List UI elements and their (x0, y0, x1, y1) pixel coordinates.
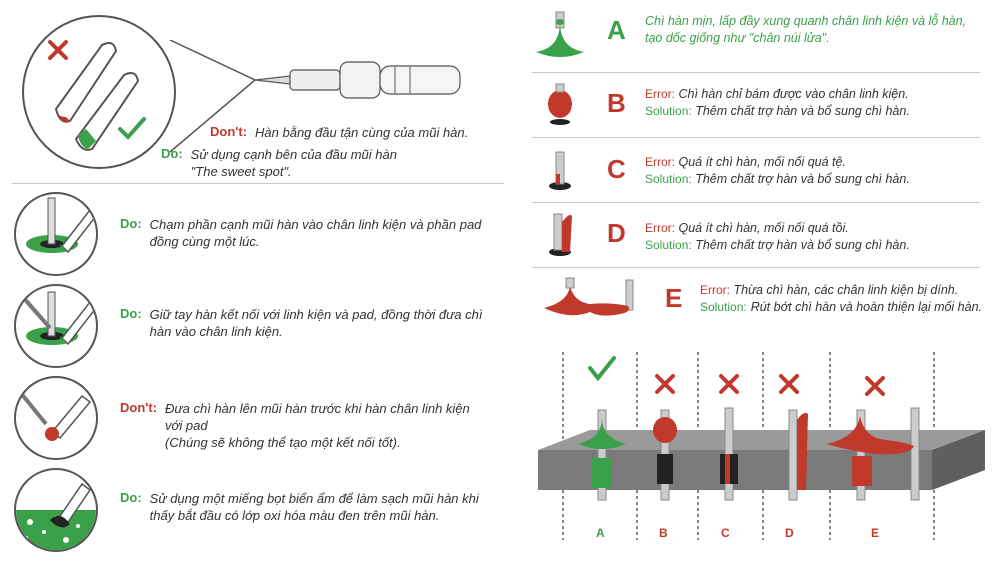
top-do-row: Do: Sử dụng cạnh bên của đầu mũi hàn "Th… (161, 146, 397, 180)
letter-d: D (607, 218, 626, 248)
b-err: Chì hàn chỉ bám được vào chân linh kiện. (678, 87, 909, 101)
b-sol-label: Solution: (645, 104, 692, 118)
d-sol-label: Solution: (645, 238, 692, 252)
step3-text: Đưa chì hàn lên mũi hàn trước khi hàn ch… (165, 401, 470, 433)
top-dont-row: Don't: Hàn bằng đầu tận cùng của mũi hàn… (210, 124, 468, 141)
step3-illustration (18, 390, 92, 441)
board-label-e: E (871, 526, 880, 540)
e-err: Thừa chì hàn, các chân linh kiện bị dính… (733, 283, 959, 297)
step3-label: Don't: (120, 400, 158, 415)
joint-c-text: Error: Quá ít chì hàn, mối nối quá tệ. S… (645, 154, 910, 188)
joint-a-icon (536, 11, 584, 57)
step4-label: Do: (120, 490, 142, 505)
joint-c-icon (549, 151, 571, 190)
pcb-board-illustration (538, 352, 985, 540)
joint-d-text: Error: Quá ít chì hàn, mối nối quá tồi. … (645, 220, 910, 254)
step1-circle (14, 192, 98, 276)
e-sol: Rút bớt chì hàn và hoàn thiện lại mối hà… (750, 300, 983, 314)
tip-zoom-illustration (48, 40, 146, 151)
b-err-label: Error: (645, 87, 675, 101)
step2-label: Do: (120, 306, 142, 321)
dont-text: Hàn bằng đầu tận cùng của mũi hàn. (255, 125, 469, 140)
letter-e: E (665, 283, 683, 313)
step1-label: Do: (120, 216, 142, 231)
divider (12, 183, 504, 184)
d-sol: Thêm chất trợ hàn và bổ sung chì hàn. (695, 238, 910, 252)
divider-b (532, 137, 980, 138)
board-label-c: C (721, 526, 730, 540)
step4-row: Do: Sử dụng một miếng bọt biển ẩm để làm… (120, 490, 500, 524)
step3-row: Don't: Đưa chì hàn lên mũi hàn trước khi… (120, 400, 500, 451)
step4-text: Sử dụng một miếng bọt biển ẩm để làm sạc… (149, 491, 479, 523)
step3-circle (14, 376, 98, 460)
step2-illustration (20, 291, 96, 346)
step1-text: Chạm phần cạnh mũi hàn vào chân linh kiệ… (149, 217, 482, 249)
step2-text: Giữ tay hàn kết nối với linh kiện và pad… (149, 307, 483, 339)
b-sol: Thêm chất trợ hàn và bổ sung chì hàn. (695, 104, 910, 118)
step4-circle (14, 468, 98, 552)
do-text-line2: "The sweet spot". (190, 164, 292, 179)
do-label: Do: (161, 146, 183, 161)
joint-b-icon (548, 83, 572, 125)
step2-circle (14, 284, 98, 368)
do-text-line1: Sử dụng cạnh bên của đầu mũi hàn (190, 147, 397, 162)
step2-row: Do: Giữ tay hàn kết nối với linh kiện và… (120, 306, 500, 340)
letter-a: A (607, 15, 626, 45)
divider-a (532, 72, 980, 73)
dont-label: Don't: (210, 124, 248, 139)
c-sol-label: Solution: (645, 172, 692, 186)
d-err: Quá ít chì hàn, mối nối quá tồi. (678, 221, 849, 235)
c-err: Quá ít chì hàn, mối nối quá tệ. (678, 155, 846, 169)
joint-e-text: Error: Thừa chì hàn, các chân linh kiện … (700, 282, 990, 316)
sponge-illustration (16, 482, 96, 550)
c-err-label: Error: (645, 155, 675, 169)
step1-row: Do: Chạm phần cạnh mũi hàn vào chân linh… (120, 216, 500, 250)
board-label-a: A (596, 526, 605, 540)
letter-c: C (607, 154, 626, 184)
joint-b-text: Error: Chì hàn chỉ bám được vào chân lin… (645, 86, 910, 120)
divider-c (532, 202, 980, 203)
soldering-iron-illustration (169, 40, 461, 153)
tip-zoom-circle (22, 15, 176, 169)
joint-a-text: Chì hàn mịn, lấp đầy xung quanh chân lin… (645, 14, 967, 45)
letter-b: B (607, 88, 626, 118)
step1-illustration (26, 197, 96, 254)
board-label-b: B (659, 526, 668, 540)
c-sol: Thêm chất trợ hàn và bổ sung chì hàn. (695, 172, 910, 186)
d-err-label: Error: (645, 221, 675, 235)
divider-d (532, 267, 980, 268)
joint-d-icon (549, 213, 572, 256)
e-sol-label: Solution: (700, 300, 747, 314)
joint-e-icon (544, 277, 634, 316)
step3-text-note: (Chúng sẽ không thể tạo một kết nối tốt)… (165, 435, 401, 450)
e-err-label: Error: (700, 283, 730, 297)
board-label-d: D (785, 526, 794, 540)
